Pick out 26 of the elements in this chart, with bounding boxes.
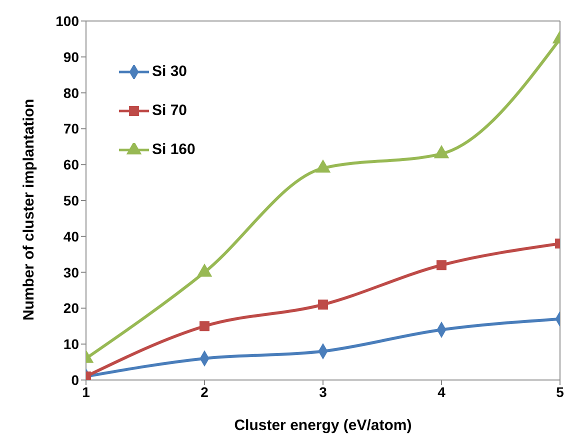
legend-label: Si 70: [152, 102, 188, 119]
y-tick-label: 0: [71, 372, 80, 388]
legend-label: Si 30: [152, 63, 188, 80]
x-axis-title: Cluster energy (eV/atom): [234, 417, 412, 434]
y-tick-label: 100: [56, 12, 80, 29]
y-tick-label: 10: [63, 336, 80, 352]
y-tick-label: 50: [63, 192, 80, 208]
y-tick-label: 90: [63, 48, 80, 65]
y-tick-label: 20: [63, 300, 80, 316]
point: [434, 145, 449, 158]
y-tick-label: 80: [63, 84, 80, 101]
y-tick-label: 40: [63, 228, 80, 244]
legend-label: Si 160: [152, 141, 196, 158]
point: [316, 160, 330, 173]
x-tick-label: 5: [556, 384, 564, 400]
point: [436, 260, 446, 270]
x-tick-label: 2: [200, 384, 209, 400]
point: [200, 321, 210, 332]
x-tick-label: 4: [438, 384, 446, 400]
point: [318, 300, 328, 310]
y-tick-label: 70: [63, 120, 80, 137]
x-tick-label: 3: [319, 384, 328, 400]
x-tick-label: 1: [82, 384, 90, 400]
y-tick-label: 30: [63, 264, 80, 280]
y-axis-title: Number of cluster implantation: [20, 98, 38, 320]
y-tick-label: 60: [63, 156, 80, 173]
